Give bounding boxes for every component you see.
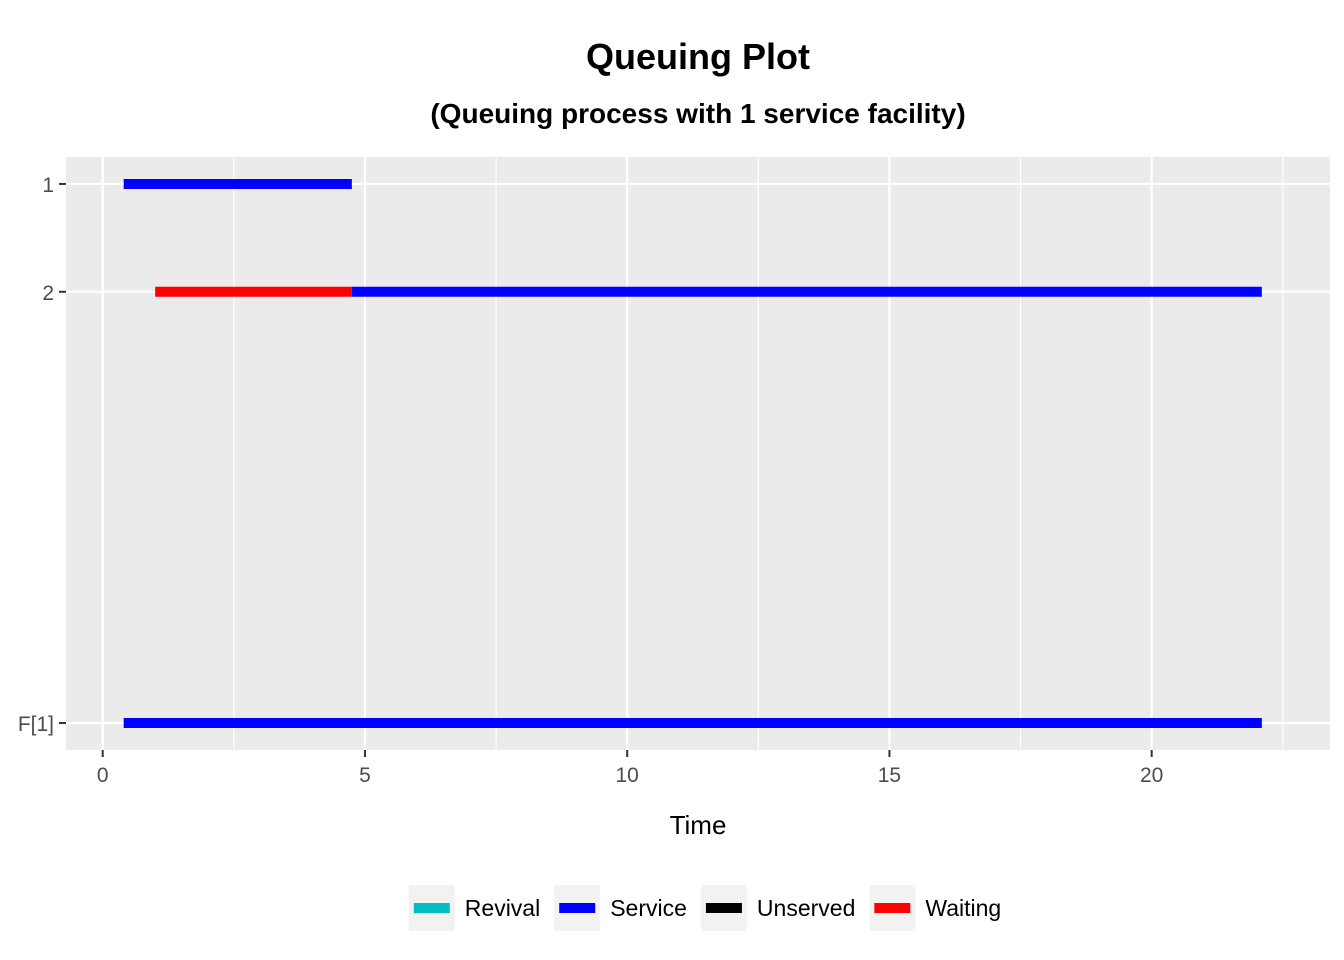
x-tick-label: 0 [97,764,109,787]
chart-subtitle: (Queuing process with 1 service facility… [430,98,966,129]
legend-label-waiting: Waiting [925,895,1001,921]
y-axis: 1 2 F[1] [18,174,66,736]
x-tick-label: 15 [878,764,901,787]
x-axis-title: Time [670,810,727,840]
legend: Revival Service Unserved Waiting [408,885,1001,931]
legend-label-service: Service [610,895,687,921]
minor-gridlines [233,157,1284,750]
y-tick-label: 2 [42,282,54,305]
x-axis: 0 5 10 15 20 [97,750,1163,787]
x-tick-label: 20 [1140,764,1163,787]
x-tick-label: 10 [616,764,639,787]
chart-title: Queuing Plot [586,36,810,77]
legend-label-revival: Revival [465,895,540,921]
plot-panel [66,157,1330,750]
queue-segments [123,178,1262,729]
legend-label-unserved: Unserved [757,895,855,921]
y-tick-label: F[1] [18,713,54,736]
y-tick-label: 1 [42,174,54,197]
x-tick-label: 5 [359,764,371,787]
